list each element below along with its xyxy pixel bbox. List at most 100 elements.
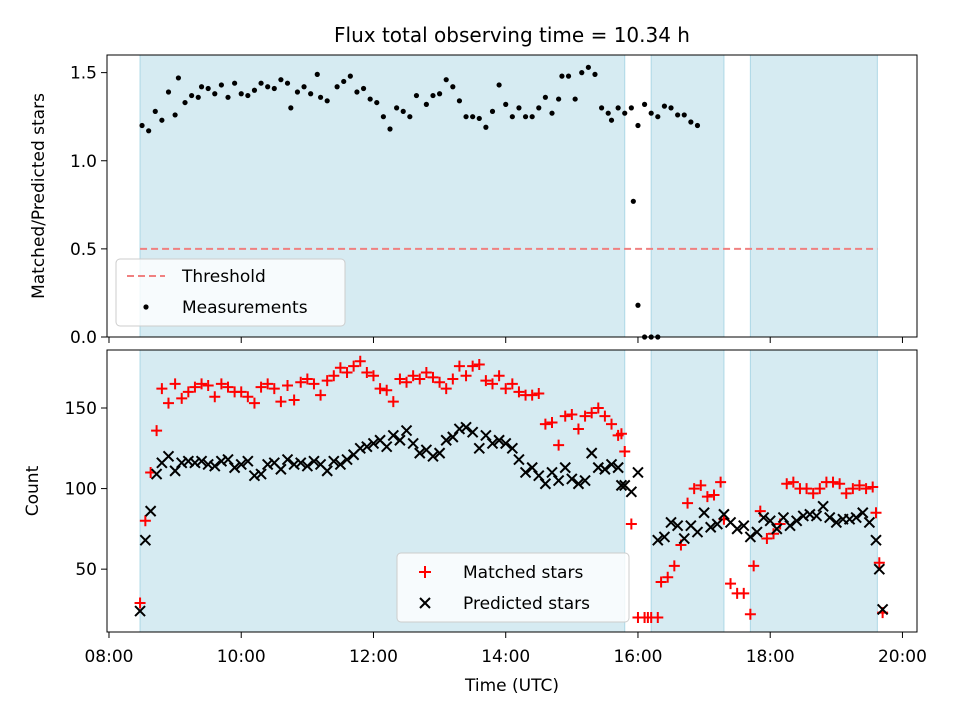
predicted-star-marker xyxy=(493,434,505,446)
predicted-star-marker xyxy=(876,603,889,616)
predicted-star-marker xyxy=(698,507,710,519)
matched-star-marker xyxy=(301,373,313,385)
matched-star-marker xyxy=(282,379,294,391)
matched-star-marker xyxy=(744,608,756,620)
predicted-star-marker xyxy=(711,518,724,530)
matched-star-marker xyxy=(427,371,439,383)
matched-star-marker xyxy=(566,408,578,420)
predicted-star-marker xyxy=(176,457,188,469)
matched-star-marker xyxy=(840,487,852,499)
measurement-point xyxy=(503,101,509,107)
matched-star-marker xyxy=(655,576,667,588)
predicted-star-marker xyxy=(400,424,413,437)
predicted-star-marker xyxy=(440,434,452,446)
predicted-star-marker xyxy=(612,461,624,474)
measurement-point xyxy=(334,84,340,90)
matched-star-marker xyxy=(486,378,498,390)
measurement-point xyxy=(694,122,701,129)
measurement-point xyxy=(476,115,482,122)
measurement-point xyxy=(251,87,258,93)
x-tick-label: 08:00 xyxy=(84,647,133,667)
matched-star-marker xyxy=(688,483,700,495)
measurement-point xyxy=(232,80,238,86)
measurement-point xyxy=(608,117,615,123)
matched-star-marker xyxy=(189,381,201,393)
ratio-axis-label: Matched/Predicted stars xyxy=(29,93,49,299)
measurement-point xyxy=(278,77,284,83)
x-tick-label: 14:00 xyxy=(481,647,530,667)
matched-star-marker xyxy=(354,355,366,367)
predicted-star-marker xyxy=(744,531,757,543)
count-legend: Matched stars Predicted stars xyxy=(396,552,630,623)
predicted-star-marker xyxy=(599,463,611,475)
measurement-point xyxy=(380,114,386,120)
predicted-star-marker xyxy=(182,455,195,467)
predicted-star-marker xyxy=(209,460,221,472)
measurement-point xyxy=(605,110,611,116)
measurement-point xyxy=(360,85,367,92)
matched-star-marker xyxy=(606,418,618,430)
measurement-point xyxy=(413,92,420,99)
count-axis-label: Count xyxy=(23,465,43,516)
matched-star-marker xyxy=(738,587,750,599)
matched-star-marker xyxy=(787,476,799,488)
predicted-star-marker xyxy=(533,469,545,482)
measurement-point xyxy=(198,84,205,90)
matched-star-marker xyxy=(248,397,260,409)
matched-star-marker xyxy=(374,383,386,395)
observing-windows-top xyxy=(139,54,878,338)
measurement-point xyxy=(146,128,152,134)
measurement-point xyxy=(265,84,271,90)
matched-star-marker xyxy=(860,483,872,495)
predicted-star-marker xyxy=(579,474,591,487)
measurement-point xyxy=(271,85,277,92)
predicted-star-marker xyxy=(870,534,882,546)
predicted-star-marker xyxy=(513,453,525,466)
predicted-star-marker xyxy=(810,510,823,522)
measurement-point xyxy=(615,105,621,111)
measurement-point xyxy=(258,80,264,86)
measurement-point xyxy=(585,64,591,70)
measurement-point xyxy=(317,94,324,100)
matched-star-marker xyxy=(275,396,287,408)
measurements-legend-swatch xyxy=(143,304,149,310)
predicted-star-marker xyxy=(678,532,690,545)
matched-star-marker xyxy=(559,410,571,422)
matched-star-marker xyxy=(394,373,406,385)
measurement-point xyxy=(443,77,449,83)
measurement-point xyxy=(218,82,224,88)
x-tick-label: 12:00 xyxy=(349,647,398,667)
count-panel-frame xyxy=(106,349,918,633)
matched-star-marker xyxy=(255,381,267,393)
matched-star-marker xyxy=(867,481,879,493)
x-tick-label: 18:00 xyxy=(746,647,795,667)
measurement-point xyxy=(172,112,178,118)
observing-window xyxy=(650,349,725,633)
matched-star-marker xyxy=(579,410,591,422)
matched-star-marker xyxy=(834,478,846,490)
predicted-star-marker xyxy=(235,458,247,471)
measurement-point xyxy=(225,94,231,100)
matched-star-marker xyxy=(725,578,737,590)
predicted-star-marker xyxy=(738,519,750,532)
matched-legend-swatch xyxy=(419,566,431,578)
measurement-point xyxy=(675,112,681,118)
matched-star-marker xyxy=(695,479,707,491)
predicted-star-marker xyxy=(539,478,552,490)
predicted-star-marker xyxy=(850,511,862,524)
measurement-point xyxy=(288,105,294,111)
y-tick-label: 1.0 xyxy=(70,152,97,172)
predicted-star-marker xyxy=(480,429,492,442)
measurement-point xyxy=(655,114,661,120)
predicted-star-marker xyxy=(790,515,803,527)
predicted-star-marker xyxy=(526,461,538,474)
matched-star-marker xyxy=(440,383,452,395)
measurement-point xyxy=(367,96,373,102)
matched-star-marker xyxy=(215,378,227,390)
predicted-star-marker xyxy=(592,461,604,474)
matched-star-marker xyxy=(807,487,819,499)
observing-window xyxy=(749,54,878,338)
matched-star-marker xyxy=(539,418,551,430)
matched-star-marker xyxy=(176,392,188,404)
predicted-star-marker xyxy=(367,437,380,450)
